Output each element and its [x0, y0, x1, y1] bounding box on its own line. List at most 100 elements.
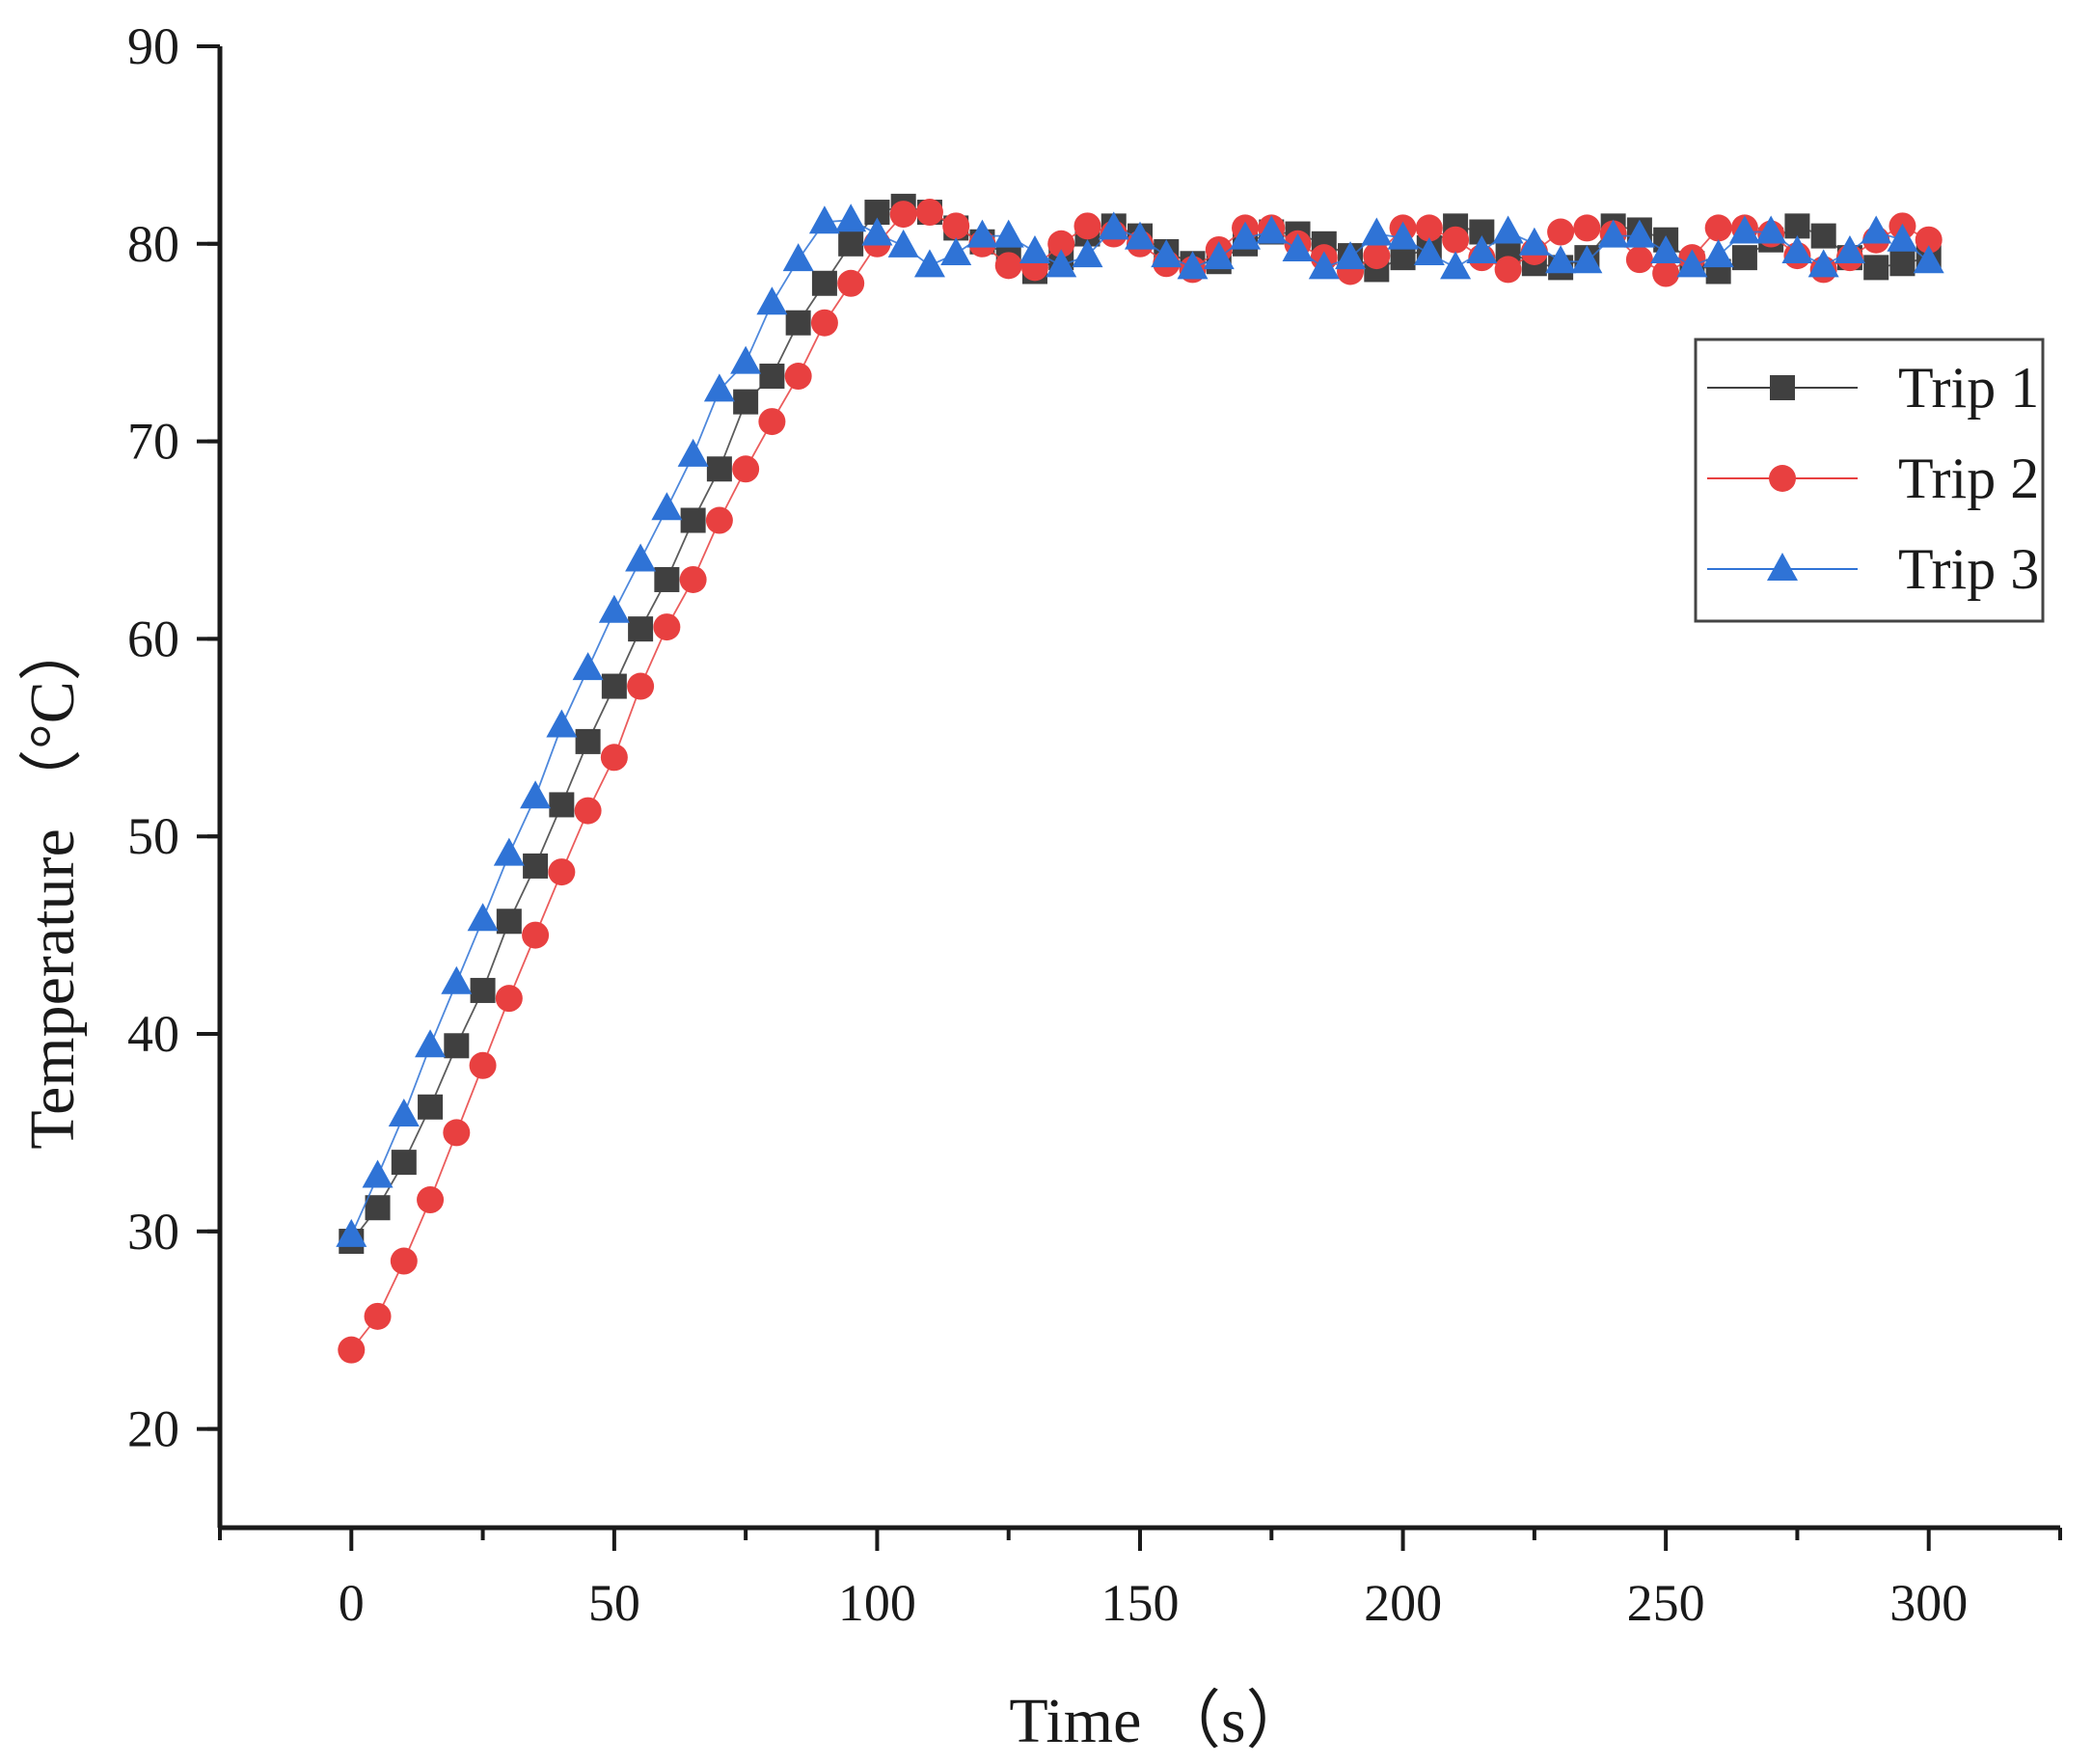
data-point: [338, 1336, 366, 1364]
axes-layer: [217, 46, 2060, 1531]
data-point: [1230, 221, 1262, 250]
data-point: [653, 613, 681, 641]
data-point: [1784, 213, 1810, 239]
data-point: [574, 797, 602, 825]
data-point: [1810, 223, 1836, 249]
data-point: [336, 1218, 367, 1247]
y-tick-label: 80: [127, 215, 179, 273]
data-point: [1755, 215, 1787, 244]
data-point: [388, 1098, 420, 1126]
data-point: [520, 780, 552, 809]
data-point: [496, 909, 522, 935]
legend: Trip 1 Trip 2 Trip 3: [1694, 338, 2045, 623]
data-point: [1125, 221, 1155, 250]
data-point: [785, 310, 811, 336]
x-tick-label: 50: [588, 1574, 640, 1632]
y-tick-label: 60: [127, 610, 179, 667]
data-point: [651, 492, 683, 521]
data-point: [782, 243, 814, 272]
data-point: [730, 345, 762, 374]
data-point: [887, 229, 919, 258]
data-point: [705, 506, 733, 534]
legend-label: Trip 1: [1898, 356, 2039, 420]
data-point: [1177, 251, 1209, 280]
data-point: [1256, 215, 1288, 244]
series-line: [350, 211, 1930, 1351]
data-point: [600, 744, 628, 772]
data-point: [1466, 234, 1498, 263]
data-point: [784, 363, 812, 391]
data-point: [625, 543, 657, 572]
data-point: [1915, 226, 1943, 254]
data-point: [1887, 223, 1918, 252]
data-point: [1518, 227, 1550, 256]
x-tick-label: 300: [1889, 1574, 1968, 1632]
data-point: [469, 1051, 497, 1079]
data-point: [1151, 239, 1182, 268]
data-point: [1704, 214, 1732, 242]
x-tick-label: 250: [1627, 1574, 1705, 1632]
data-point: [889, 201, 917, 229]
data-point: [548, 858, 576, 886]
data-point: [1861, 215, 1892, 244]
data-point: [493, 837, 525, 866]
legend-marker: [1769, 465, 1796, 492]
legend-item-trip-1: Trip 1: [1707, 356, 2039, 420]
data-point: [808, 205, 840, 234]
data-point: [418, 1094, 444, 1120]
data-point: [1047, 230, 1075, 258]
data-point: [756, 286, 788, 315]
x-tick-label: 150: [1101, 1574, 1180, 1632]
data-point: [1571, 245, 1603, 274]
ticks-layer: 20 30 40 50 60 70 80 90 0 50 100 150 200 250 300: [127, 17, 2062, 1632]
series-line: [350, 219, 1930, 1236]
legend-label: Trip 2: [1898, 447, 2039, 510]
y-tick-label: 50: [127, 807, 179, 865]
data-point: [415, 1029, 447, 1058]
y-tick-label: 30: [127, 1203, 179, 1261]
data-point: [495, 985, 523, 1013]
legend-item-trip-2: Trip 2: [1707, 447, 2039, 510]
data-point: [838, 231, 864, 257]
data-point: [915, 199, 943, 227]
x-tick-label: 200: [1364, 1574, 1442, 1632]
data-point: [443, 1119, 471, 1147]
data-point: [1781, 234, 1813, 263]
data-point: [1625, 246, 1653, 274]
series-trip-3: [336, 204, 1944, 1247]
data-point: [759, 364, 785, 390]
data-point: [572, 652, 604, 681]
data-point: [1623, 219, 1655, 248]
data-point: [913, 249, 945, 278]
data-point: [1492, 215, 1524, 244]
data-point: [1387, 221, 1419, 250]
data-point: [444, 1033, 470, 1059]
data-point: [1413, 237, 1445, 266]
legend-box: [1694, 338, 2045, 623]
data-point: [601, 673, 627, 699]
data-point: [811, 270, 837, 296]
data-point: [627, 672, 655, 700]
data-point: [523, 853, 549, 879]
data-point: [966, 219, 998, 248]
data-point: [546, 709, 578, 738]
data-point: [654, 566, 680, 592]
data-point: [810, 309, 838, 337]
legend-item-trip-3: Trip 3: [1707, 537, 2039, 601]
data-point: [575, 728, 601, 754]
data-point: [942, 212, 970, 240]
data-point: [467, 903, 499, 932]
data-point: [1676, 249, 1708, 278]
y-tick-label: 90: [127, 17, 179, 75]
data-point: [598, 594, 630, 623]
data-point: [1415, 214, 1443, 242]
data-point: [1807, 249, 1839, 278]
data-point: [679, 565, 707, 593]
data-point: [1702, 239, 1734, 268]
data-point: [1573, 214, 1601, 242]
data-point: [758, 408, 786, 436]
data-point: [1098, 211, 1129, 240]
x-tick-label: 100: [838, 1574, 916, 1632]
x-tick-label: 0: [339, 1574, 365, 1632]
